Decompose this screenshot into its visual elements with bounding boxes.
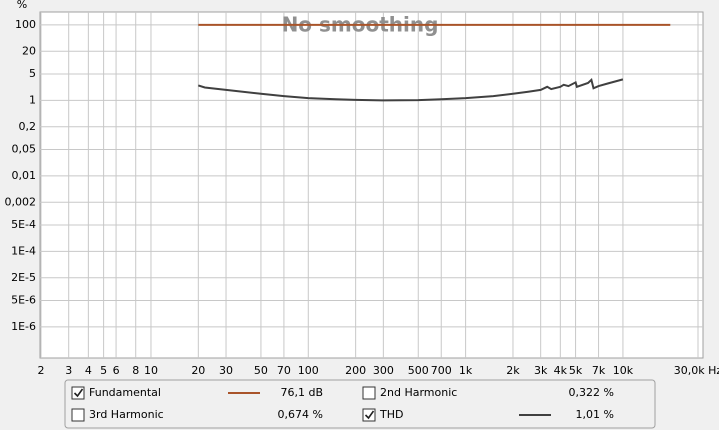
y-tick-label: 2E-5 — [11, 271, 36, 284]
y-tick-label: 5 — [29, 67, 36, 80]
x-tick-label: 8 — [132, 364, 139, 377]
x-tick-label: 7k — [592, 364, 606, 377]
x-tick-label: 5 — [100, 364, 107, 377]
y-tick-label: 5E-6 — [11, 294, 36, 307]
x-tick-label: 300 — [373, 364, 394, 377]
legend-label: 2nd Harmonic — [380, 386, 457, 399]
x-tick-label: 3k — [534, 364, 548, 377]
y-tick-label: 1E-4 — [11, 244, 36, 257]
checkbox[interactable] — [71, 408, 85, 422]
x-tick-label: 70 — [277, 364, 291, 377]
checkmark — [364, 410, 375, 420]
legend-label: 3rd Harmonic — [89, 408, 164, 421]
x-tick-label: 2k — [506, 364, 520, 377]
legend-reading: 76,1 dB — [280, 386, 323, 399]
y-tick-label: 0,2 — [19, 120, 37, 133]
x-tick-label: 6 — [113, 364, 120, 377]
x-tick-label: 5k — [569, 364, 583, 377]
legend-reading: 1,01 % — [576, 408, 614, 421]
x-tick-label: 10k — [613, 364, 634, 377]
checkbox[interactable] — [362, 386, 376, 400]
y-tick-label: 0,05 — [12, 143, 37, 156]
x-tick-label: 100 — [298, 364, 319, 377]
x-tick-label: 10 — [144, 364, 158, 377]
legend-label: THD — [379, 408, 403, 421]
x-tick-label: 4k — [554, 364, 568, 377]
x-tick-label: 4 — [85, 364, 92, 377]
x-tick-label: 30 — [219, 364, 233, 377]
legend-label: Fundamental — [89, 386, 161, 399]
y-tick-label: 5E-4 — [11, 218, 36, 231]
legend-panel — [64, 379, 656, 429]
y-tick-label: 100 — [15, 18, 36, 31]
legend-reading: 0,674 % — [278, 408, 323, 421]
x-tick-label: 3 — [65, 364, 72, 377]
y-tick-label: 20 — [22, 44, 36, 57]
x-tick-label: 30,0k Hz — [674, 364, 719, 377]
x-tick-label: 200 — [345, 364, 366, 377]
y-tick-label: 0,01 — [12, 169, 37, 182]
x-tick-label: 2 — [38, 364, 45, 377]
x-tick-label: 50 — [254, 364, 268, 377]
x-tick-label: 1k — [459, 364, 473, 377]
x-tick-label: 500 — [408, 364, 429, 377]
x-tick-label: 700 — [431, 364, 452, 377]
legend-reading: 0,322 % — [569, 386, 614, 399]
y-tick-label: 1 — [29, 93, 36, 106]
plot-area — [39, 11, 704, 359]
y-axis-label: % — [17, 0, 27, 11]
x-tick-label: 20 — [191, 364, 205, 377]
checkmark — [73, 388, 84, 398]
series-line — [197, 78, 624, 102]
y-tick-label: 0,002 — [5, 195, 37, 208]
y-tick-label: 1E-6 — [11, 320, 36, 333]
